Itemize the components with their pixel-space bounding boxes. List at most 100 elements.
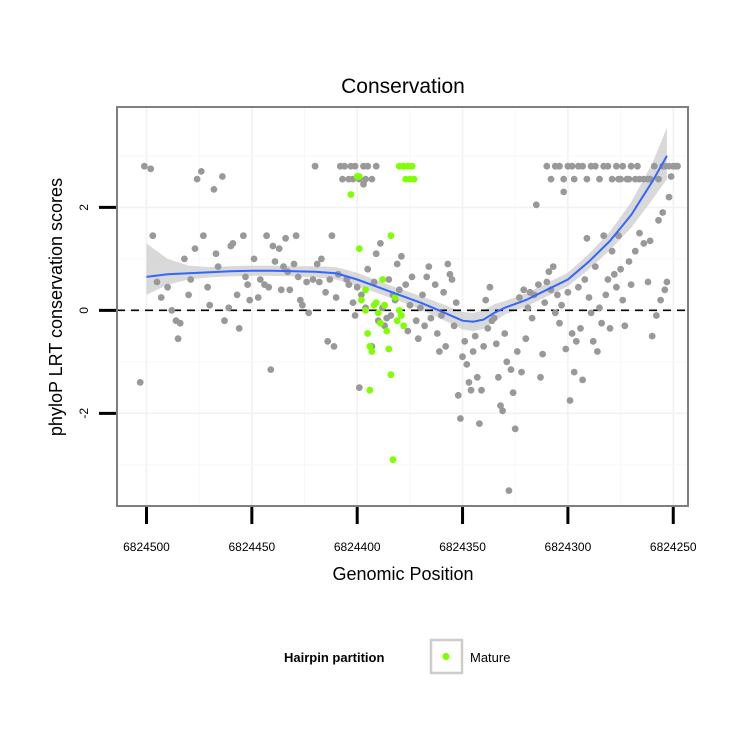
other-point-41: [269, 242, 277, 250]
other-point-59: [315, 278, 323, 286]
other-point-38: [263, 232, 270, 240]
other-point-122: [461, 337, 469, 345]
smooth-line-layer: [146, 155, 668, 323]
mature-point-30: [395, 307, 403, 314]
other-point-4: [157, 294, 165, 301]
other-point-1: [147, 165, 155, 173]
mature-point-20: [389, 456, 397, 464]
other-point-13: [187, 276, 195, 283]
other-point-187: [598, 319, 605, 327]
other-point-117: [450, 322, 458, 330]
y-tick-label-0: -2: [77, 408, 91, 419]
other-point-14: [191, 245, 199, 253]
other-point-2: [149, 232, 157, 240]
x-tick-label-0: 6824500: [123, 540, 170, 554]
other-point-160: [541, 299, 549, 306]
mature-point-12: [372, 299, 380, 306]
legend: Hairpin partition Mature: [284, 638, 510, 675]
other-point-226: [547, 175, 555, 183]
other-point-24: [221, 317, 228, 325]
other-point-50: [292, 232, 300, 240]
other-point-170: [562, 345, 570, 353]
other-point-36: [256, 276, 264, 283]
other-point-164: [549, 263, 557, 270]
other-point-134: [486, 283, 494, 291]
other-point-138: [495, 373, 502, 381]
other-point-182: [587, 309, 595, 317]
other-point-205: [646, 237, 654, 245]
other-point-102: [417, 304, 424, 312]
other-point-180: [583, 234, 591, 242]
other-point-191: [606, 325, 614, 332]
other-point-21: [212, 250, 220, 258]
other-point-188: [600, 232, 608, 240]
other-point-11: [181, 255, 188, 263]
other-point-229: [560, 175, 568, 183]
mature-point-7: [364, 330, 372, 337]
other-point-64: [328, 232, 336, 240]
other-point-204: [644, 278, 652, 286]
other-point-75: [353, 283, 361, 291]
other-point-94: [395, 286, 403, 294]
other-point-193: [610, 270, 618, 278]
other-point-101: [414, 335, 422, 343]
mature-point-6: [362, 307, 369, 314]
other-point-25: [225, 304, 233, 312]
mature-point-14: [377, 319, 384, 327]
other-point-62: [324, 337, 332, 345]
other-point-54: [303, 278, 310, 286]
smooth-line: [146, 155, 668, 323]
other-point-23: [219, 173, 226, 180]
mature-point-10: [366, 386, 374, 394]
other-point-97: [404, 327, 412, 335]
other-point-245: [619, 162, 627, 170]
other-point-137: [492, 340, 500, 348]
other-point-56: [309, 276, 317, 283]
other-point-140: [499, 407, 506, 415]
other-point-29: [235, 325, 243, 332]
other-point-40: [267, 366, 275, 373]
other-point-247: [625, 175, 633, 183]
other-point-76: [355, 384, 363, 391]
other-point-143: [505, 487, 513, 494]
legend-title: Hairpin partition: [284, 650, 384, 665]
mature-point-21: [387, 232, 395, 240]
other-point-80: [364, 265, 372, 273]
other-point-126: [469, 348, 477, 355]
other-point-141: [501, 330, 509, 337]
other-point-124: [465, 379, 473, 386]
mature-point-16: [381, 301, 388, 309]
other-point-0: [141, 162, 148, 170]
other-point-186: [596, 304, 603, 312]
other-point-145: [509, 389, 517, 397]
other-point-144: [507, 366, 515, 373]
other-point-240: [604, 162, 612, 170]
other-point-154: [528, 314, 536, 322]
other-point-46: [282, 234, 289, 242]
other-point-255: [650, 162, 658, 170]
y-tick-label-2: 2: [77, 204, 91, 211]
other-point-234: [579, 162, 586, 170]
x-tick-label-5: 6824250: [650, 540, 697, 554]
other-point-166: [554, 291, 561, 299]
other-point-77: [358, 291, 365, 299]
other-point-173: [568, 330, 576, 337]
other-point-121: [459, 353, 466, 361]
other-point-171: [564, 288, 572, 296]
other-point-9: [174, 335, 182, 343]
other-point-5: [136, 379, 144, 386]
other-point-231: [568, 162, 576, 170]
other-point-22: [214, 263, 222, 270]
mature-point-32: [398, 312, 405, 319]
other-point-18: [204, 283, 212, 291]
other-point-30: [240, 232, 247, 240]
other-point-99: [408, 273, 416, 281]
other-point-201: [631, 247, 639, 255]
other-point-142: [503, 358, 511, 366]
other-point-175: [572, 337, 580, 345]
other-point-20: [210, 186, 218, 193]
other-point-203: [640, 240, 648, 247]
other-point-103: [419, 291, 426, 299]
other-point-213: [665, 193, 673, 201]
